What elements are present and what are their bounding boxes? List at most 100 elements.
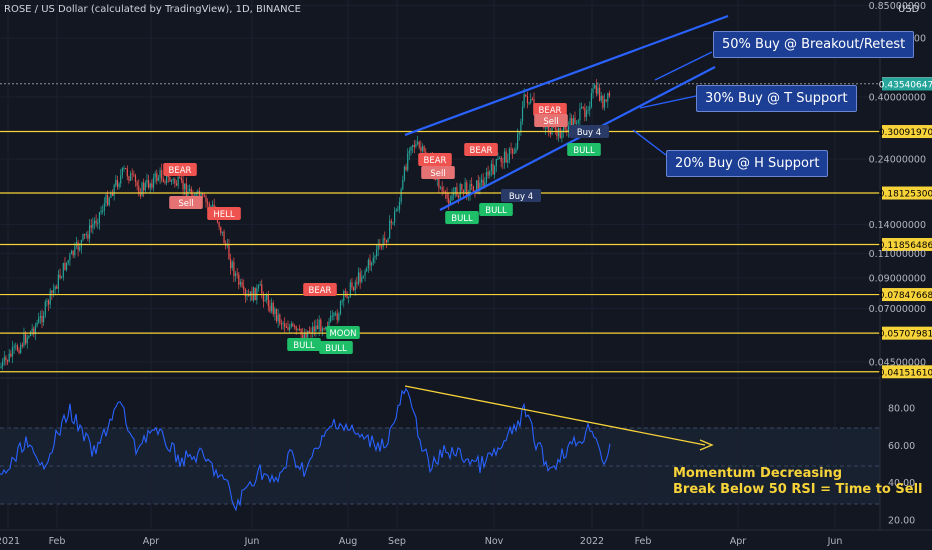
signal-bull-label: MOON [329, 329, 356, 339]
candle-body [367, 259, 369, 269]
candle-body [152, 177, 155, 188]
candle-body [190, 188, 192, 195]
candle-body [87, 234, 89, 239]
candle-body [97, 222, 99, 224]
currency-label: USD [898, 4, 920, 15]
price-level-tag-text: 0.30091970 [879, 128, 932, 138]
candle-body [528, 102, 530, 104]
signal-buy-tag [501, 189, 541, 202]
candle-body [164, 181, 166, 183]
candle-body [521, 106, 524, 122]
candle-body [43, 315, 45, 323]
candle-body [387, 238, 389, 243]
candle-body [343, 291, 345, 301]
candle-body [305, 332, 307, 338]
candle-body [377, 244, 379, 250]
candle-body [146, 180, 148, 183]
candle-body [236, 273, 238, 275]
candle-body [238, 274, 240, 285]
candle-body [344, 291, 346, 293]
callout-h-support: 20% Buy @ H Support [666, 150, 829, 177]
candle-body [400, 189, 402, 202]
candle-body [477, 180, 479, 190]
signal-sell-label: Sell [543, 117, 558, 127]
candle-body [246, 295, 248, 297]
candle-body [561, 131, 563, 139]
signal-bear-tag [418, 153, 452, 166]
price-level-tag [882, 288, 932, 302]
candle-body [141, 182, 143, 196]
candle-body [39, 315, 41, 318]
candle-body [336, 313, 338, 321]
signal-bull-tag [319, 341, 353, 354]
candle-body [554, 127, 556, 130]
candle-body [599, 87, 601, 101]
time-tick-label: 2021 [0, 536, 20, 547]
signal-bull-tag [287, 338, 321, 351]
signal-bear-label: BEAR [424, 156, 447, 166]
candle-body [33, 328, 35, 335]
rsi-pane [0, 385, 714, 512]
candle-body [394, 211, 396, 223]
candle-body [321, 328, 324, 332]
candle-body [421, 146, 424, 152]
candle-body [316, 325, 319, 330]
candle-body [134, 175, 137, 182]
candle-body [330, 315, 332, 322]
candle-body [249, 291, 251, 297]
signal-bull-tag [479, 203, 513, 216]
callout-pointer-h-support [632, 129, 667, 156]
rsi-note: Momentum Decreasing Break Below 50 RSI =… [673, 466, 922, 498]
candle-body [6, 359, 9, 362]
price-level-tag [882, 237, 932, 251]
candle-body [364, 270, 366, 276]
candle-body [449, 200, 451, 204]
candle-body [508, 148, 510, 160]
candle-body [0, 366, 2, 368]
candle-body [292, 323, 294, 327]
candle-body [302, 334, 304, 339]
candle-body [320, 319, 322, 332]
candle-body [69, 254, 71, 261]
candle-body [110, 192, 112, 198]
signal-bull-label: BULL [293, 341, 315, 351]
candle-body [290, 323, 292, 327]
candle-body [494, 166, 496, 175]
candle-body [444, 191, 447, 193]
candle-body [28, 336, 30, 338]
candle-body [149, 183, 151, 188]
candle-body [59, 274, 61, 279]
candle-body [213, 204, 215, 209]
candle-body [261, 284, 263, 294]
price-level-tag [882, 77, 932, 91]
candle-body [307, 330, 309, 338]
candle-body [139, 193, 141, 196]
candle-body [382, 238, 384, 247]
candle-body [497, 159, 499, 161]
candle-body [289, 326, 291, 331]
candle-body [221, 231, 223, 233]
candle-body [82, 233, 84, 241]
candle-body [469, 184, 471, 194]
candle-body [297, 328, 299, 330]
candle-body [562, 126, 565, 132]
candle-body [489, 170, 491, 176]
candle-body [372, 257, 374, 263]
time-tick-label: Jun [244, 536, 260, 547]
candle-body [392, 222, 394, 224]
candle-body [264, 299, 266, 302]
candle-body [530, 99, 532, 103]
candle-body [507, 159, 509, 163]
signal-bear-tag [163, 163, 197, 176]
candle-body [257, 285, 260, 289]
candle-body [79, 247, 81, 251]
candle-body [84, 233, 86, 235]
candle-body [251, 291, 253, 301]
candle-body [207, 202, 209, 204]
candle-body [607, 92, 609, 102]
candle-body [41, 315, 43, 323]
candle-body [362, 275, 365, 277]
candle-body [517, 134, 519, 149]
candle-body [157, 177, 160, 181]
